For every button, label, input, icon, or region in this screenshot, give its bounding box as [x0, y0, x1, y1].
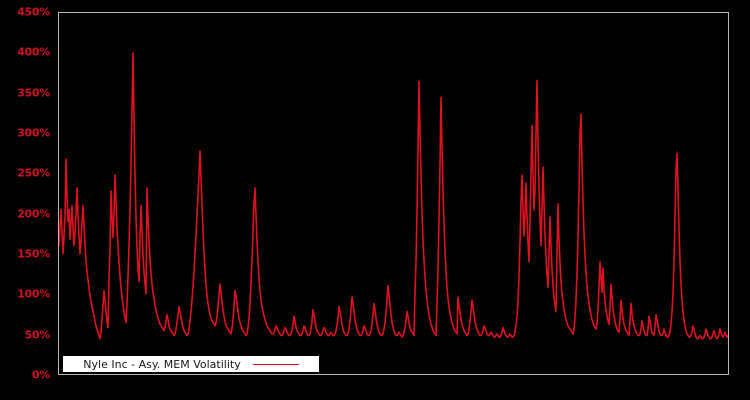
y-tick-label: 400% [17, 45, 50, 59]
plot-area [59, 13, 728, 374]
legend-label: Nyle Inc - Asy. MEM Volatility [83, 357, 241, 371]
volatility-series [59, 52, 728, 340]
y-tick-label: 200% [17, 207, 50, 221]
series-line [59, 52, 728, 340]
plot-frame [58, 12, 729, 375]
y-axis: 0% 50% 100% 150% 200% 250% 300% 350% 400% 450% [0, 0, 56, 400]
y-tick-label: 150% [17, 247, 50, 261]
y-tick-label: 250% [17, 166, 50, 180]
legend-line-swatch [252, 363, 299, 365]
y-tick-label: 450% [17, 5, 50, 19]
y-tick-label: 350% [17, 86, 50, 100]
chart-legend[interactable]: Nyle Inc - Asy. MEM Volatility [62, 355, 320, 373]
y-tick-label: 50% [24, 328, 51, 342]
y-tick-label: 0% [31, 368, 50, 382]
y-tick-label: 100% [17, 287, 50, 301]
y-tick-label: 300% [17, 126, 50, 140]
